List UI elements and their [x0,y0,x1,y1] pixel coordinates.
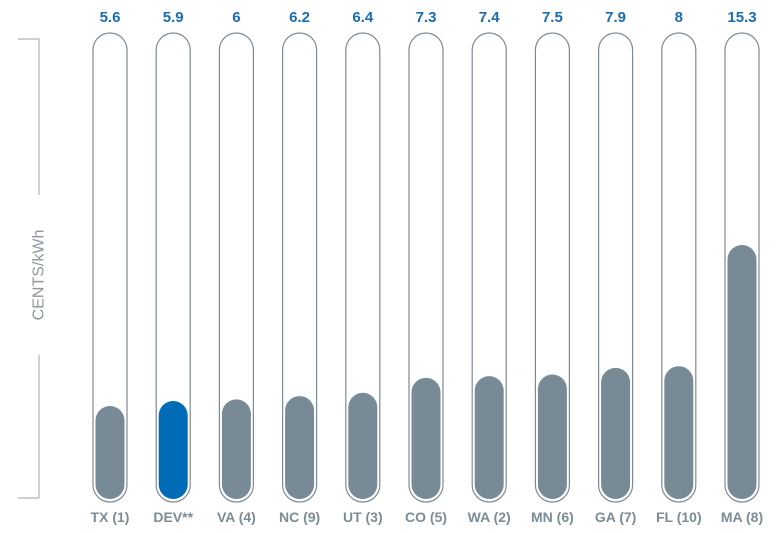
value-label: 7.5 [542,9,563,26]
value-label: 5.9 [163,9,184,26]
bar-track [597,32,634,503]
bar [474,376,504,499]
bar-track [155,32,191,503]
y-axis-label: CENTS/kWh [31,230,48,321]
value-label: 8 [675,9,683,26]
bar-group: 15.3 MA (8) [721,9,763,525]
value-label: 6.4 [352,9,374,26]
value-label: 5.6 [100,9,121,26]
bar-group: 6.4 UT (3) [343,9,383,525]
bar [95,406,125,499]
bar-group: 7.9 GA (7) [595,9,636,525]
bar-group: 5.9 DEV** [153,9,193,525]
category-label: CO (5) [405,509,447,525]
category-label: WA (2) [468,509,511,525]
bar-group: 6 VA (4) [217,9,256,525]
bar [158,401,188,499]
bar-group: 7.4 WA (2) [468,9,511,525]
value-label: 7.3 [416,9,437,26]
bar [537,374,567,499]
bar-group: 7.5 MN (6) [531,9,574,525]
bars-layer: 5.6 TX (1) 5.9 DEV** 6 VA (4) 6.2 NC (9) 6.4 UT (… [91,9,764,525]
y-axis-bracket: CENTS/kWh [18,38,48,499]
category-label: UT (3) [343,509,383,525]
category-label: MN (6) [531,509,574,525]
bar [221,399,251,499]
bar-group: 5.6 TX (1) [91,9,130,525]
bar-group: 6.2 NC (9) [279,9,320,525]
bar-track [92,32,128,503]
value-label: 6.2 [289,9,310,26]
category-label: DEV** [153,509,193,525]
bar [727,245,757,499]
bar-group: 8 FL (10) [656,9,702,525]
bar [411,377,441,499]
category-label: VA (4) [217,509,256,525]
value-label: 7.9 [605,9,626,26]
bar-track [724,32,760,503]
bar-track [282,32,318,503]
bar-track [534,32,571,503]
bar-track [345,32,381,503]
value-label: 6 [232,9,240,26]
bar-track [471,32,507,503]
category-label: TX (1) [91,509,130,525]
bar-track [218,32,254,503]
category-label: NC (9) [279,509,320,525]
value-label: 7.4 [479,9,501,26]
bar-track [661,32,697,503]
bar [285,396,315,499]
category-label: FL (10) [656,509,702,525]
value-label: 15.3 [727,9,756,26]
category-label: GA (7) [595,509,636,525]
bar [348,392,378,499]
bar-group: 7.3 CO (5) [405,9,447,525]
bar [664,366,694,499]
bar-track [408,32,444,503]
bar [601,367,631,499]
category-label: MA (8) [721,509,763,525]
